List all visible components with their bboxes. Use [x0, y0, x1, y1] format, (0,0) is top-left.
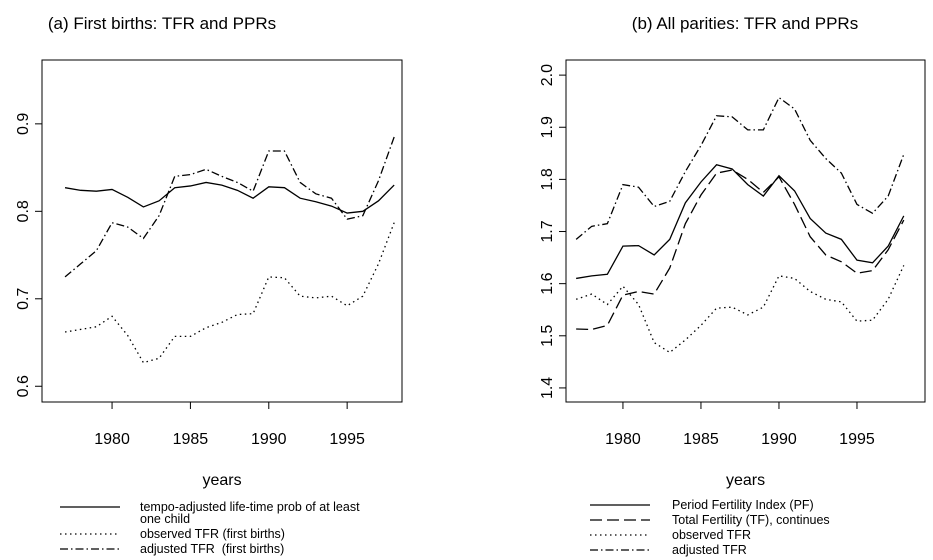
legend-entry: adjusted TFR (first births) — [60, 543, 360, 555]
plot-frame — [41, 59, 403, 403]
legend: tempo-adjusted life-time prob of at leas… — [60, 501, 360, 558]
legend-swatch — [590, 549, 650, 551]
x-tick-label: 1980 — [94, 431, 130, 448]
plot-frame — [565, 59, 926, 403]
chart-title: (a) First births: TFR and PPRs — [48, 14, 276, 33]
legend: Period Fertility Index (PF) Total Fertili… — [590, 499, 830, 559]
series-line — [576, 164, 905, 280]
y-tick-label: 1.4 — [539, 377, 556, 399]
y-tick-label: 0.6 — [15, 375, 32, 397]
y-tick-label: 1.5 — [539, 325, 556, 347]
y-tick-label: 1.7 — [539, 220, 556, 242]
legend-swatch — [60, 548, 120, 550]
x-tick-label: 1995 — [329, 431, 365, 448]
legend-swatch — [590, 534, 650, 536]
legend-entry: observed TFR — [590, 529, 830, 541]
series-line — [64, 136, 395, 278]
y-tick-label: 0.9 — [15, 113, 32, 135]
legend-entry: Total Fertility (TF), continues — [590, 514, 830, 526]
x-tick-label: 1990 — [251, 431, 287, 448]
legend-entry: adjusted TFR — [590, 544, 830, 556]
legend-label: tempo-adjusted life-time prob of at leas… — [140, 500, 364, 526]
legend-label: observed TFR — [672, 528, 751, 542]
legend-label: adjusted TFR — [672, 543, 747, 557]
x-tick-label: 1990 — [761, 431, 797, 448]
y-tick-label: 2.0 — [539, 64, 556, 86]
x-tick-label: 1995 — [839, 431, 875, 448]
legend-label: Total Fertility (TF), continues — [672, 513, 830, 527]
legend-swatch — [60, 506, 120, 508]
series-line — [64, 222, 395, 364]
x-tick-label: 1985 — [683, 431, 719, 448]
series-line — [575, 265, 905, 354]
x-axis-label: years — [202, 472, 241, 489]
legend-swatch — [60, 533, 120, 535]
legend-label: Period Fertility Index (PF) — [672, 498, 814, 512]
legend-swatch — [590, 519, 650, 521]
y-tick-label: 0.7 — [15, 288, 32, 310]
legend-swatch — [590, 504, 650, 506]
legend-entry: observed TFR (first births) — [60, 528, 360, 540]
x-tick-label: 1985 — [173, 431, 209, 448]
y-tick-label: 0.8 — [15, 200, 32, 222]
chart-title: (b) All parities: TFR and PPRs — [632, 14, 858, 33]
x-tick-label: 1980 — [605, 431, 641, 448]
legend-entry: Period Fertility Index (PF) — [590, 499, 830, 511]
legend-label: observed TFR (first births) — [140, 527, 285, 541]
y-tick-label: 1.6 — [539, 272, 556, 294]
y-tick-label: 1.8 — [539, 168, 556, 190]
series-line — [575, 96, 905, 240]
series-line — [64, 181, 395, 214]
y-tick-label: 1.9 — [539, 116, 556, 138]
series-line — [576, 169, 905, 331]
x-axis-label: years — [726, 472, 765, 489]
legend-label: adjusted TFR (first births) — [140, 542, 285, 556]
legend-entry: tempo-adjusted life-time prob of at leas… — [60, 501, 360, 525]
